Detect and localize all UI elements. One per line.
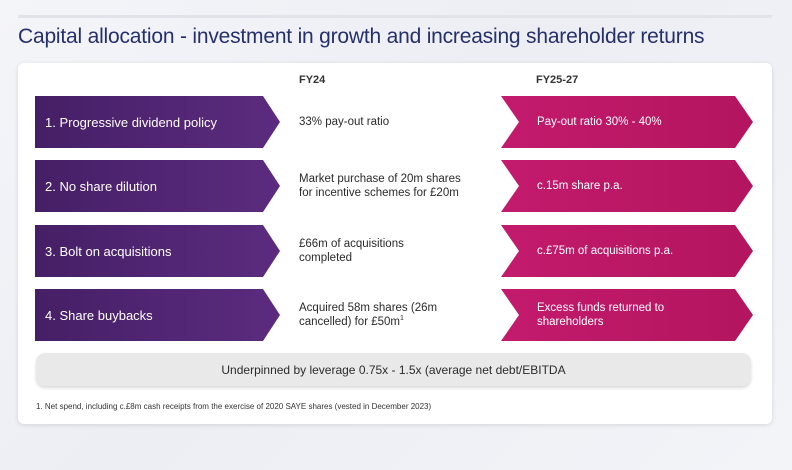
policy-row-dividend: 1. Progressive dividend policy 33% pay-o…	[35, 96, 753, 148]
policy-label: 2. No share dilution	[35, 160, 280, 212]
future-target: c.£75m of acquisitions p.a.	[501, 225, 753, 277]
policy-label: 3. Bolt on acquisitions	[35, 225, 280, 277]
footnote-ref: 1	[400, 315, 404, 323]
fy24-box	[265, 289, 555, 341]
fy24-text: Acquired 58m shares (26m cancelled) for …	[299, 302, 438, 328]
column-header-fy24: FY24	[299, 74, 326, 86]
leverage-banner: Underpinned by leverage 0.75x - 1.5x (av…	[36, 353, 751, 386]
policy-label: 1. Progressive dividend policy	[35, 96, 280, 148]
fy24-text: Market purchase of 20m shares for incent…	[299, 173, 461, 199]
policy-row-buybacks: 4. Share buybacks Acquired 58m shares (2…	[35, 289, 753, 341]
fy24-text-wrap: Acquired 58m shares (26m cancelled) for …	[299, 289, 479, 341]
fy24-box	[265, 225, 555, 277]
fy24-text: £66m of acquisitions completed	[299, 238, 404, 264]
future-target: Excess funds returned to shareholders	[501, 289, 753, 341]
future-target: Pay-out ratio 30% - 40%	[501, 96, 753, 148]
fy24-text: 33% pay-out ratio	[299, 116, 390, 128]
page-title: Capital allocation - investment in growt…	[18, 25, 705, 48]
policy-label: 4. Share buybacks	[35, 289, 280, 341]
policy-row-dilution: 2. No share dilution Market purchase of …	[35, 160, 753, 212]
column-header-fy25-27: FY25-27	[536, 74, 579, 86]
future-target: c.15m share p.a.	[501, 160, 753, 212]
fy24-box	[265, 160, 555, 212]
policy-row-acquisitions: 3. Bolt on acquisitions £66m of acquisit…	[35, 225, 753, 277]
fy24-box	[265, 96, 555, 148]
footnote: 1. Net spend, including c.£8m cash recei…	[36, 402, 432, 411]
top-divider	[18, 15, 772, 18]
